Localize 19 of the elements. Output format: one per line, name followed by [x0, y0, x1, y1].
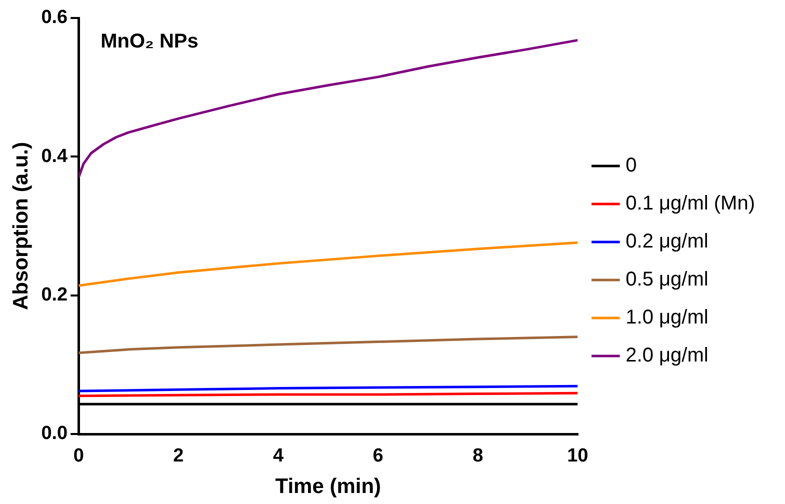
x-tick-label: 4: [272, 446, 284, 467]
x-tick-label: 0: [73, 446, 84, 467]
x-tick-label: 6: [372, 446, 384, 467]
y-tick-label: 0.4: [41, 146, 68, 167]
y-axis-title: Absorption (a.u.): [9, 142, 32, 310]
legend-label: 0.1 μg/ml (Mn): [626, 192, 755, 215]
y-tick-label: 0.6: [41, 7, 68, 28]
x-axis-title: Time (min): [275, 475, 382, 498]
legend-label: 0.2 μg/ml: [626, 230, 708, 253]
annotation: MnO₂ NPs: [100, 30, 198, 53]
legend-label: 0: [626, 154, 637, 177]
legend-label: 1.0 μg/ml: [626, 306, 708, 329]
y-tick-label: 0.2: [41, 284, 68, 306]
y-tick-label: 0.0: [41, 423, 68, 444]
legend-label: 0.5 μg/ml: [626, 268, 708, 291]
x-tick-label: 8: [472, 446, 484, 467]
x-tick-label: 2: [173, 446, 184, 467]
legend-label: 2.0 μg/ml: [626, 344, 708, 367]
x-tick-label: 10: [567, 446, 588, 467]
